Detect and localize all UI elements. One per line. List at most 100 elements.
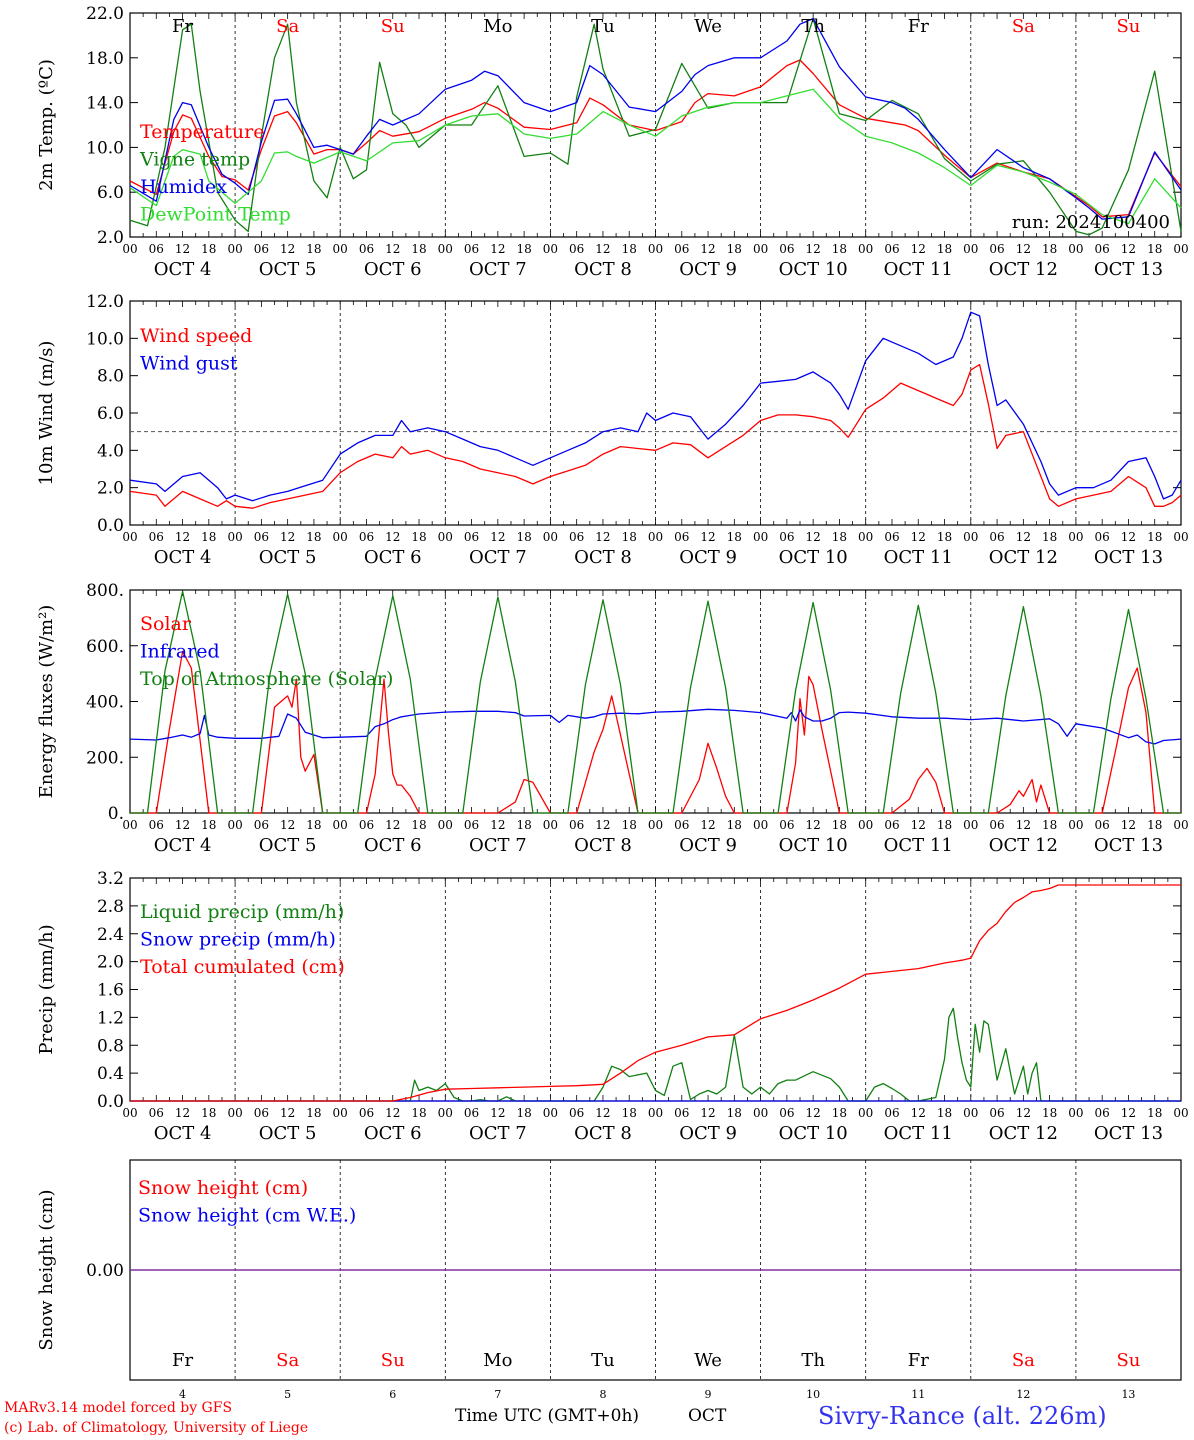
x-hour-label: 18 [516, 242, 531, 256]
day-number-label: 6 [389, 1388, 396, 1401]
x-hour-label: 00 [227, 1106, 242, 1120]
x-hour-label: 00 [1068, 242, 1083, 256]
day-number-label: 13 [1121, 1388, 1135, 1401]
weekday-label: Sa [276, 1350, 299, 1371]
x-hour-label: 12 [1121, 818, 1136, 832]
legend-entry: DewPoint Temp [140, 204, 291, 226]
x-hour-label: 06 [359, 242, 374, 256]
day-number-label: 11 [911, 1388, 925, 1401]
x-hour-label: 06 [464, 530, 479, 544]
weekday-label: Th [801, 1350, 825, 1371]
x-hour-label: 12 [175, 530, 190, 544]
x-hour-label: 12 [595, 242, 610, 256]
x-hour-label: 06 [149, 530, 164, 544]
series-line [129, 88, 1182, 225]
x-hour-label: 06 [569, 530, 584, 544]
x-hour-label: 18 [832, 242, 847, 256]
x-hour-label: 18 [411, 242, 426, 256]
x-hour-label: 12 [806, 530, 821, 544]
x-hour-label: 18 [1147, 242, 1162, 256]
legend-entry: Solar [140, 613, 192, 635]
x-hour-label: 18 [411, 530, 426, 544]
y-tick-label: 14.0 [86, 94, 124, 114]
y-tick-label: 0.8 [97, 1036, 124, 1056]
x-hour-label: 06 [1095, 1106, 1110, 1120]
x-date-label: OCT 11 [884, 1123, 953, 1144]
x-hour-label: 00 [1173, 530, 1188, 544]
x-hour-label: 18 [1042, 530, 1057, 544]
x-hour-label: 06 [254, 530, 269, 544]
lab-credit: (c) Lab. of Climatology, University of L… [4, 1420, 309, 1436]
x-hour-label: 18 [937, 1106, 952, 1120]
x-hour-label: 06 [779, 530, 794, 544]
y-tick-label: 8.0 [97, 367, 124, 387]
x-hour-label: 12 [1016, 530, 1031, 544]
x-hour-label: 06 [989, 818, 1004, 832]
x-hour-label: 00 [753, 242, 768, 256]
x-hour-label: 06 [674, 242, 689, 256]
x-hour-label: 06 [359, 1106, 374, 1120]
weekday-label: Mo [483, 1350, 512, 1371]
x-hour-label: 12 [280, 1106, 295, 1120]
x-hour-label: 00 [543, 530, 558, 544]
x-axis-label: Time UTC (GMT+0h) [455, 1406, 640, 1426]
x-hour-label: 00 [543, 818, 558, 832]
x-date-label: OCT 11 [884, 835, 953, 856]
legend-entry: Total cumulated (cm) [140, 956, 345, 978]
y-tick-label: 0.0 [97, 516, 124, 536]
x-hour-label: 00 [333, 530, 348, 544]
x-hour-label: 00 [227, 818, 242, 832]
series-line [130, 590, 1181, 814]
x-hour-label: 00 [963, 242, 978, 256]
x-hour-label: 12 [1121, 242, 1136, 256]
y-tick-label: 2.0 [97, 479, 124, 499]
weekday-label: Tu [591, 16, 615, 37]
y-tick-label: 22.0 [86, 4, 124, 24]
x-hour-label: 00 [963, 530, 978, 544]
legend-entry: Liquid precip (mm/h) [140, 901, 344, 923]
x-date-label: OCT 8 [574, 547, 632, 568]
legend-entry: Temperature [140, 121, 264, 143]
weekday-label: Sa [276, 16, 299, 37]
x-date-label: OCT 8 [574, 835, 632, 856]
x-hour-label: 00 [858, 818, 873, 832]
x-hour-label: 18 [622, 1106, 637, 1120]
x-hour-label: 00 [1068, 818, 1083, 832]
x-date-label: OCT 8 [574, 1123, 632, 1144]
weekday-label: We [694, 1350, 722, 1371]
series-line [129, 363, 1182, 509]
panel-snow: 0.00 Snow height (cm) Snow height (cm) Snow… [36, 1159, 1182, 1381]
x-date-label: OCT 13 [1094, 835, 1163, 856]
x-hour-label: 06 [254, 242, 269, 256]
weekday-label: Fr [172, 1350, 193, 1371]
legend-entry: Snow height (cm) [138, 1177, 308, 1199]
x-hour-label: 12 [1121, 1106, 1136, 1120]
x-hour-label: 18 [622, 530, 637, 544]
x-hour-label: 06 [359, 530, 374, 544]
x-hour-label: 18 [411, 1106, 426, 1120]
x-hour-label: 00 [753, 530, 768, 544]
legend-entry: Vigne temp [139, 149, 250, 171]
x-date-label: OCT 5 [259, 259, 317, 280]
legend-entry: Humidex [140, 176, 227, 198]
y-tick-label: 2.8 [97, 897, 124, 917]
x-date-label: OCT 6 [364, 835, 422, 856]
x-hour-label: 12 [490, 530, 505, 544]
x-hour-label: 12 [595, 530, 610, 544]
x-date-label: OCT 4 [154, 547, 212, 568]
x-hour-label: 00 [122, 530, 137, 544]
x-hour-label: 18 [1147, 1106, 1162, 1120]
legend-entry: Wind gust [140, 353, 238, 375]
x-hour-label: 06 [674, 1106, 689, 1120]
panel-precip: 00 06 12 18 OCT 4 00 06 12 18 OCT 5 00 06 12 18 OCT 6 0… [36, 869, 1189, 1144]
y-tick-label: 200. [86, 748, 124, 768]
x-hour-label: 00 [963, 818, 978, 832]
x-hour-label: 12 [280, 818, 295, 832]
x-hour-label: 00 [648, 530, 663, 544]
y-tick-label: 18.0 [86, 49, 124, 69]
x-hour-label: 06 [359, 818, 374, 832]
x-hour-label: 12 [700, 1106, 715, 1120]
legend-entry: Wind speed [140, 325, 252, 347]
x-hour-label: 12 [1121, 530, 1136, 544]
